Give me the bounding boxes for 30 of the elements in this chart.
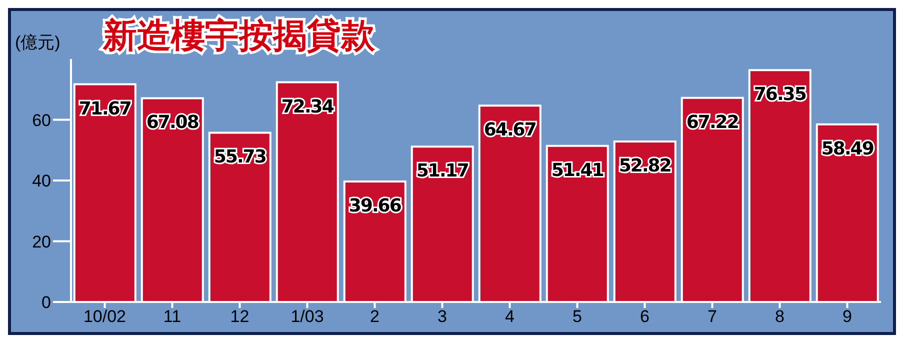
x-tick-label: 7: [708, 307, 717, 326]
x-tick-label: 9: [842, 307, 852, 326]
y-axis-title: (億元): [15, 32, 60, 54]
x-tick-label: 3: [438, 307, 447, 326]
y-tick-label: 0: [42, 293, 51, 312]
x-tick-label: 1/03: [290, 307, 324, 326]
data-label: 67.22: [686, 112, 738, 133]
data-label: 58.49: [821, 138, 874, 160]
data-label: 51.41: [551, 160, 604, 181]
data-label: 39.66: [348, 196, 402, 217]
chart-title: 新造樓宇按揭貸款: [103, 15, 375, 58]
x-tick-label: 12: [230, 307, 250, 326]
data-label: 76.35: [754, 84, 806, 106]
y-tick-label: 20: [32, 232, 51, 252]
data-label: 67.08: [146, 112, 199, 134]
data-label: 51.17: [416, 160, 469, 182]
y-tick-label: 60: [32, 110, 51, 130]
x-tick-label: 6: [640, 307, 650, 326]
x-tick-label: 8: [775, 307, 784, 326]
x-tick-label: 5: [572, 307, 582, 326]
x-tick-label: 11: [163, 307, 182, 326]
data-label: 64.67: [484, 120, 536, 141]
data-label: 72.34: [281, 96, 334, 118]
data-label: 71.67: [78, 98, 132, 120]
x-tick-label: 2: [370, 307, 380, 326]
data-label: 55.73: [214, 146, 266, 168]
data-label: 52.82: [618, 156, 671, 177]
x-tick-label: 10/02: [83, 307, 126, 326]
y-tick-label: 40: [32, 172, 51, 191]
x-tick-label: 4: [505, 307, 514, 326]
